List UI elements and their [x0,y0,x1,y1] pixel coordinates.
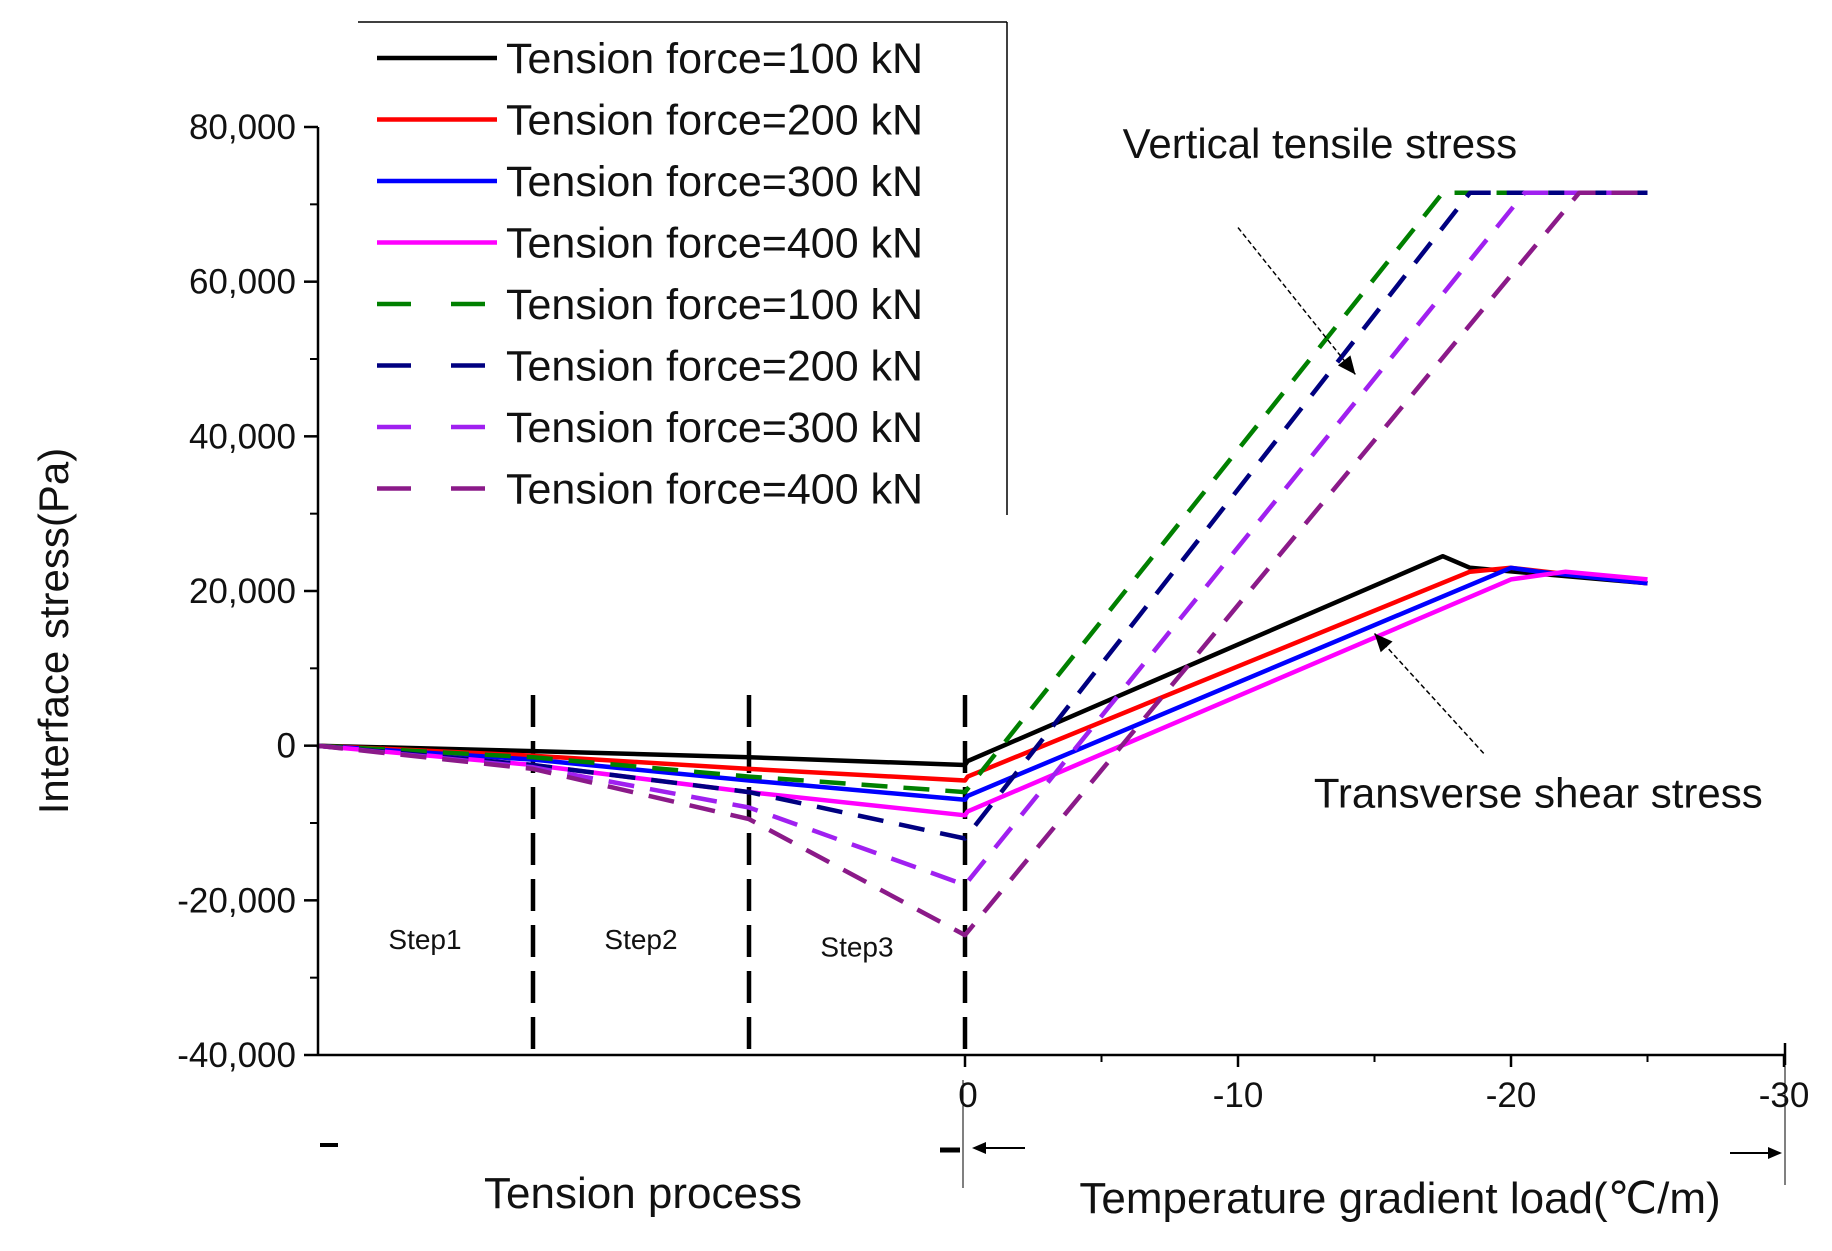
legend-label: Tension force=200 kN [506,343,923,391]
legend-label: Tension force=300 kN [506,158,923,206]
annotation-arrow-line [1237,227,1356,375]
axes [304,125,1787,1188]
y-tick-label: 0 [277,727,296,766]
series-line [316,190,1648,938]
step-boundary-lines: Step1 Step2 Step3 [388,695,968,1055]
y-tick-label: 40,000 [189,417,296,456]
x-tick-label: -20 [1486,1076,1537,1115]
y-tick-label: 60,000 [189,263,296,302]
annotation-label: Vertical tensile stress [1123,120,1518,167]
step-label: Step2 [604,924,677,955]
annotation-arrow-head [1374,633,1393,653]
series-line [316,565,1648,803]
annotation-arrow-line [1373,633,1485,754]
y-tick-label: 20,000 [189,572,296,611]
legend-label: Tension force=300 kN [506,404,923,452]
annotation-arrow-head [1337,355,1356,375]
range-arrow-head [1768,1147,1782,1159]
legend-box [358,22,1007,515]
step-label: Step3 [820,932,893,963]
legend-label: Tension force=100 kN [506,281,923,329]
x-axis-title-temperature: Temperature gradient load(℃/m) [1079,1174,1720,1223]
y-tick-label: -40,000 [177,1036,296,1075]
y-tick-label: -20,000 [177,881,296,920]
series-lines [316,190,1648,938]
y-axis-title: Interface stress(Pa) [30,448,77,814]
x-tick-label: 0 [958,1076,977,1115]
step-label: Step1 [388,924,461,955]
legend-label: Tension force=200 kN [506,97,923,145]
legend-label: Tension force=400 kN [506,220,923,268]
legend-label: Tension force=100 kN [506,35,923,83]
legend: Tension force=100 kN Tension force=200 kN… [358,21,1008,515]
y-tick-label: 80,000 [189,108,296,147]
annotations: Vertical tensile stress Transverse shear … [1123,120,1763,817]
series-line [316,553,1648,768]
range-arrow-head [972,1142,986,1154]
legend-label: Tension force=400 kN [506,466,923,514]
annotation-label: Transverse shear stress [1314,770,1763,817]
x-tick-label: -10 [1213,1076,1264,1115]
x-tick-label: -30 [1759,1076,1810,1115]
tick-labels: -40,000 -20,000 0 20,000 40,000 60,000 80,000 0… [30,108,1809,1223]
x-axis-title-tension: Tension process [484,1169,802,1218]
